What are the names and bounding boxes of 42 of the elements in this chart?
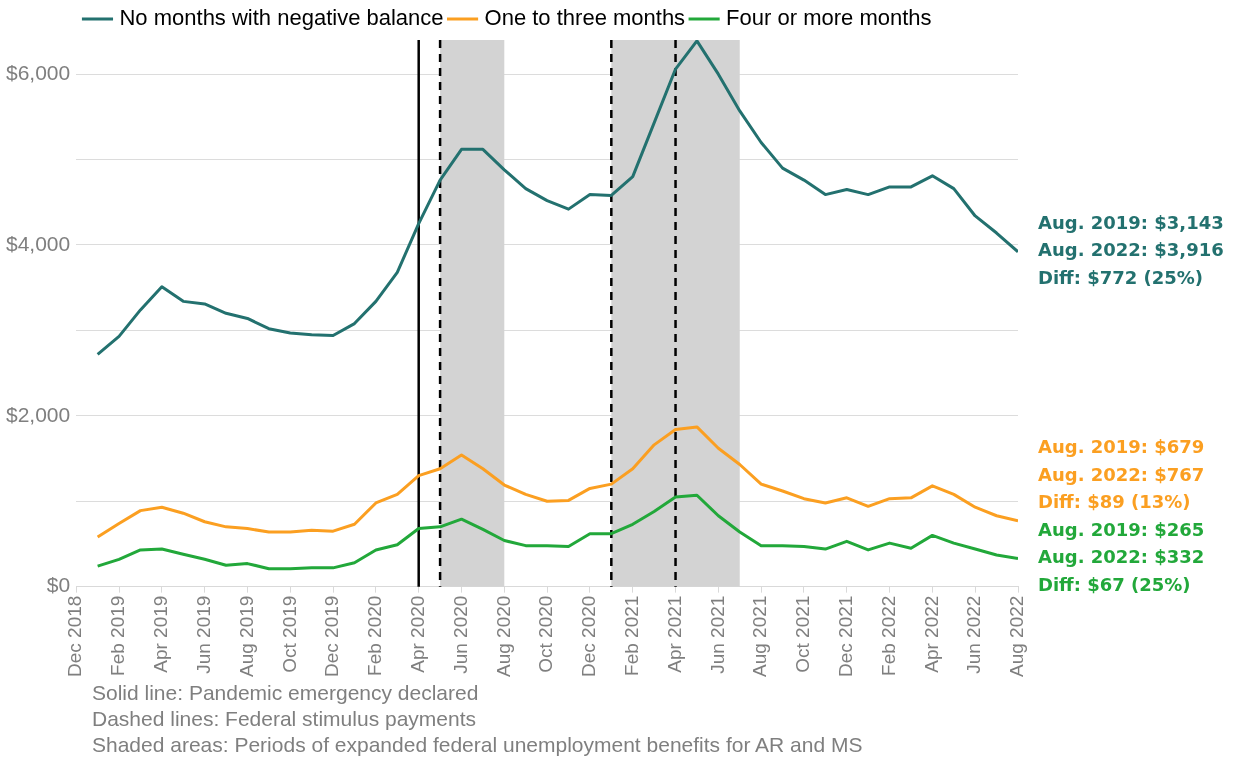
x-tick-label: Oct 2020: [535, 595, 557, 673]
x-tick-label: Apr 2019: [150, 595, 172, 673]
text: Diff: $89 (13%): [1038, 491, 1191, 513]
x-tick-label: Feb 2019: [107, 595, 129, 676]
text: Shaded areas: Periods of expanded federal unemployment benefits for AR and MS: [92, 732, 864, 758]
y-tick-label: $4,000: [6, 231, 71, 255]
y-tick-label: $6,000: [6, 60, 71, 84]
legend-label: No months with negative balance: [119, 5, 444, 31]
legend-label: Four or more months: [726, 5, 932, 31]
x-tick-label: Jun 2020: [449, 595, 471, 674]
y-tick-label: $2,000: [6, 402, 71, 426]
text: Aug. 2022: $332: [1038, 546, 1205, 568]
x-tick-label: Feb 2022: [877, 595, 899, 676]
x-tick-label: Jun 2019: [192, 595, 214, 674]
x-tick-label: Aug 2019: [235, 595, 257, 678]
text: Diff: $772 (25%): [1038, 267, 1204, 288]
x-tick-label: Aug 2022: [1006, 595, 1028, 678]
y-tick-label: $0: [46, 573, 71, 597]
x-tick-label: Feb 2020: [364, 595, 386, 676]
x-tick-label: Dec 2020: [578, 595, 600, 677]
x-tick-label: Feb 2021: [620, 595, 642, 676]
legend-label: One to three months: [484, 5, 686, 31]
x-tick-label: Dec 2018: [64, 595, 86, 677]
x-tick-label: Dec 2019: [321, 595, 343, 677]
text: Aug. 2022: $3,916: [1038, 239, 1224, 261]
x-tick-label: Jun 2022: [963, 595, 985, 674]
x-tick-label: Apr 2021: [663, 595, 685, 673]
text: Aug. 2019: $679: [1038, 436, 1205, 458]
text: Aug. 2022: $767: [1038, 463, 1205, 485]
text: Solid line: Pandemic emergency declared: [92, 680, 480, 706]
text: Dashed lines: Federal stimulus payments: [92, 706, 477, 732]
text: Diff: $67 (25%): [1038, 573, 1191, 595]
x-tick-label: Apr 2020: [406, 595, 428, 673]
text: Aug. 2019: $265: [1038, 518, 1205, 540]
x-tick-label: Aug 2021: [749, 595, 771, 678]
x-tick-label: Oct 2021: [792, 595, 814, 673]
x-tick-label: Jun 2021: [706, 595, 728, 674]
x-tick-label: Apr 2022: [920, 595, 942, 673]
x-tick-label: Aug 2020: [492, 595, 514, 678]
text: Aug. 2019: $3,143: [1038, 212, 1224, 233]
x-tick-label: Dec 2021: [835, 595, 856, 677]
x-tick-label: Oct 2019: [278, 595, 300, 673]
